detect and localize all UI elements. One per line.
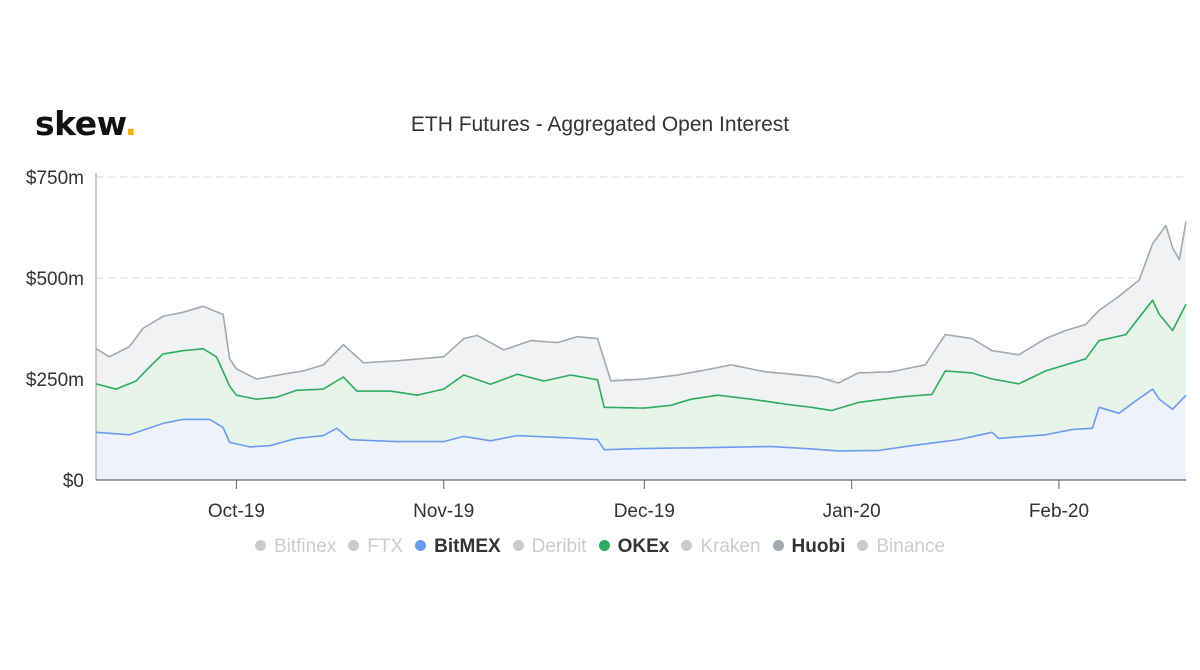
legend-item-huobi[interactable]: Huobi xyxy=(772,536,846,558)
legend-item-kraken[interactable]: Kraken xyxy=(681,536,761,558)
legend-item-bitmex[interactable]: BitMEX xyxy=(415,536,501,558)
legend-label: OKEx xyxy=(617,536,670,557)
legend-swatch xyxy=(512,540,524,552)
legend-swatch xyxy=(348,540,360,552)
y-tick-label: $500m xyxy=(26,269,84,290)
chart-title: ETH Futures - Aggregated Open Interest xyxy=(410,113,790,136)
legend-item-okex[interactable]: OKEx xyxy=(598,536,670,558)
grid-lines xyxy=(96,176,1186,380)
legend-label: Deribit xyxy=(531,536,587,557)
logo-dot: . xyxy=(124,104,137,143)
legend-label: FTX xyxy=(367,536,404,557)
x-tick-label: Oct-19 xyxy=(208,501,265,522)
legend-item-ftx[interactable]: FTX xyxy=(348,536,403,558)
series-lines xyxy=(95,221,1187,452)
legend: Bitfinex FTX BitMEX Deribit OKEx Kraken Huobi B… xyxy=(0,536,1200,558)
legend-item-bitfinex[interactable]: Bitfinex xyxy=(254,536,337,558)
legend-swatch xyxy=(254,540,266,552)
x-tick-label: Jan-20 xyxy=(823,501,881,522)
legend-label: BitMEX xyxy=(434,536,501,557)
legend-label: Binance xyxy=(876,536,946,557)
legend-swatch xyxy=(598,540,610,552)
line-bitmex xyxy=(95,388,1187,452)
legend-swatch xyxy=(857,540,869,552)
chart-area: $0 $250m $500m $750m Oct-19 Nov-19 Dec-19 Jan-… xyxy=(26,168,1187,522)
x-tick-label: Feb-20 xyxy=(1029,501,1089,522)
y-tick-label: $250m xyxy=(26,370,84,391)
legend-label: Kraken xyxy=(700,536,761,557)
series-areas xyxy=(96,221,1186,480)
y-axis-ticks: $0 $250m $500m $750m xyxy=(26,168,84,492)
legend-label: Huobi xyxy=(791,536,846,557)
legend-swatch xyxy=(681,540,693,552)
legend-swatch xyxy=(415,540,427,552)
y-tick-label: $0 xyxy=(63,471,84,492)
legend-item-binance[interactable]: Binance xyxy=(857,536,945,558)
x-tick-label: Dec-19 xyxy=(614,501,675,522)
logo-text: skew xyxy=(35,104,125,143)
legend-label: Bitfinex xyxy=(273,536,337,557)
x-axis-ticks: Oct-19 Nov-19 Dec-19 Jan-20 Feb-20 xyxy=(208,480,1089,522)
line-huobi xyxy=(95,221,1187,384)
y-tick-label: $750m xyxy=(26,168,84,189)
x-tick-label: Nov-19 xyxy=(413,501,474,522)
area-bitmex xyxy=(96,389,1186,480)
legend-item-deribit[interactable]: Deribit xyxy=(512,536,587,558)
legend-swatch xyxy=(772,540,784,552)
skew-logo: skew. xyxy=(35,104,137,143)
area-okex xyxy=(96,300,1186,480)
line-okex xyxy=(95,299,1187,412)
axes xyxy=(95,173,1186,481)
